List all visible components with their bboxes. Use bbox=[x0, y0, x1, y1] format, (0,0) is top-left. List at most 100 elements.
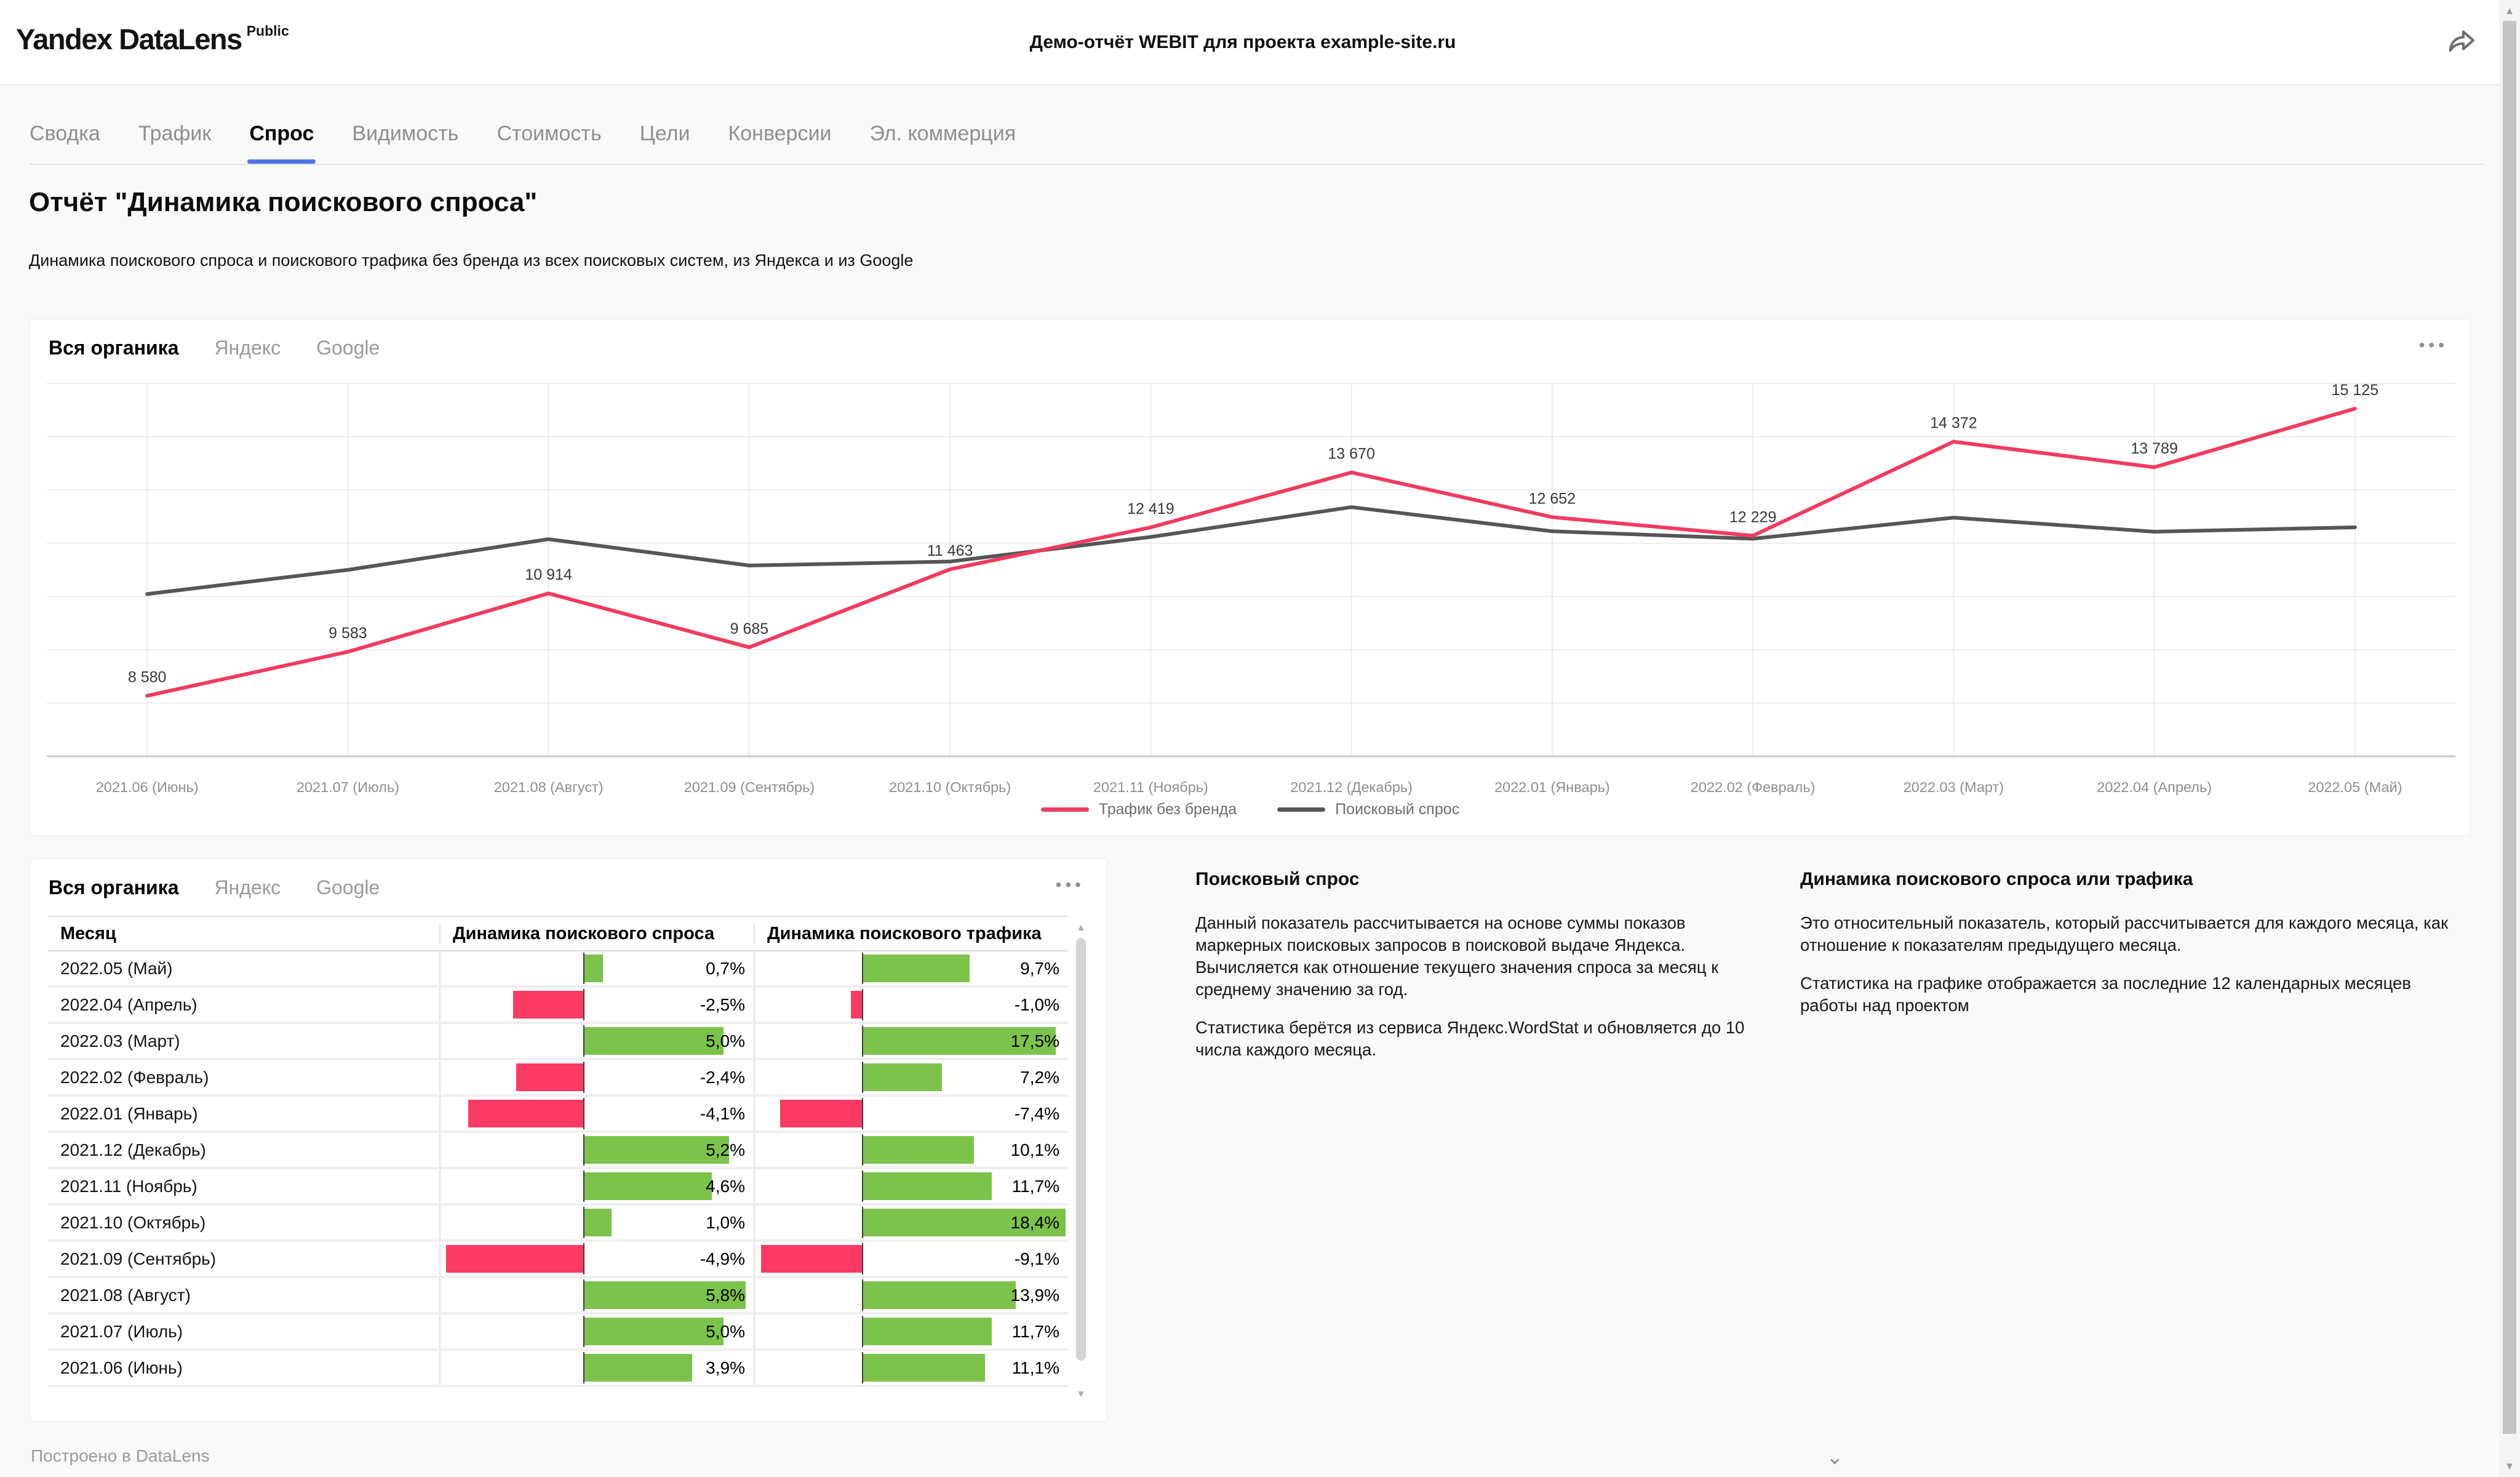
svg-text:2022.02 (Февраль): 2022.02 (Февраль) bbox=[1691, 779, 1816, 795]
month-cell: 2021.10 (Октябрь) bbox=[60, 1212, 206, 1232]
positive-bar bbox=[583, 1281, 746, 1309]
percent-value: 9,7% bbox=[1020, 958, 1059, 978]
traffic-dynamics-cell: 11,7% bbox=[754, 1169, 1068, 1203]
svg-text:10 914: 10 914 bbox=[525, 566, 572, 583]
nav-tab-2[interactable]: Спрос bbox=[247, 122, 316, 164]
table-scrollbar[interactable] bbox=[1076, 938, 1086, 1361]
scroll-up-icon[interactable]: ▲ bbox=[2504, 5, 2515, 17]
demand-dynamics-cell: 5,8% bbox=[439, 1278, 754, 1312]
month-cell: 2022.03 (Март) bbox=[60, 1031, 180, 1051]
nav-tab-6[interactable]: Конверсии bbox=[728, 122, 832, 145]
zero-baseline bbox=[583, 1243, 584, 1275]
table-source-tab-2[interactable]: Google bbox=[316, 876, 380, 899]
column-header-1[interactable]: Динамика поискового спроса bbox=[439, 923, 754, 944]
demand-dynamics-cell: 5,0% bbox=[439, 1024, 754, 1058]
positive-bar bbox=[583, 1318, 724, 1345]
zero-baseline bbox=[862, 1134, 863, 1166]
app-header: Yandex DataLens Public Демо-отчёт WEBIT д… bbox=[0, 0, 2520, 86]
chart-source-tab-0[interactable]: Вся органика bbox=[49, 337, 179, 359]
page-scrollbar[interactable]: ▲ ▼ bbox=[2499, 0, 2520, 1477]
demand-dynamics-cell: 1,0% bbox=[439, 1206, 754, 1239]
table-card: Вся органика Яндекс Google ••• Месяц Динами… bbox=[30, 859, 1107, 1422]
zero-baseline bbox=[583, 1098, 584, 1129]
svg-text:2021.08 (Август): 2021.08 (Август) bbox=[494, 779, 604, 795]
info-paragraph: Статистика берётся из сервиса Яндекс.Wor… bbox=[1195, 1018, 1745, 1059]
zero-baseline bbox=[583, 1352, 584, 1383]
nav-tab-7[interactable]: Эл. коммерция bbox=[869, 122, 1016, 145]
nav-tab-0[interactable]: Сводка bbox=[30, 122, 100, 145]
table-row[interactable]: 2021.07 (Июль) 5,0% 11,7% bbox=[48, 1315, 1068, 1351]
zero-baseline bbox=[583, 1279, 584, 1311]
table-source-tab-0[interactable]: Вся органика bbox=[49, 876, 179, 899]
ellipsis-icon[interactable]: ••• bbox=[1055, 875, 1085, 894]
zero-baseline bbox=[862, 989, 863, 1020]
table-row[interactable]: 2022.02 (Февраль) -2,4% 7,2% bbox=[48, 1060, 1068, 1097]
table-row[interactable]: 2021.11 (Ноябрь) 4,6% 11,7% bbox=[48, 1169, 1068, 1206]
zero-baseline bbox=[583, 1207, 584, 1238]
positive-bar bbox=[862, 955, 970, 982]
svg-text:9 685: 9 685 bbox=[730, 620, 769, 638]
report-tabs: Сводка Трафик Спрос Видимость Стоимость Цели К… bbox=[30, 122, 1016, 164]
chart-source-tab-1[interactable]: Яндекс bbox=[214, 337, 281, 359]
percent-value: 11,7% bbox=[1011, 1176, 1059, 1196]
chart-source-tab-2[interactable]: Google bbox=[316, 337, 380, 359]
legend-item-0[interactable]: Трафик без бренда bbox=[1040, 801, 1237, 819]
built-in-datalens-label: Построено в DataLens bbox=[31, 1446, 210, 1465]
negative-bar bbox=[761, 1245, 862, 1273]
nav-tab-5[interactable]: Цели bbox=[639, 122, 690, 145]
svg-text:2021.09 (Сентябрь): 2021.09 (Сентябрь) bbox=[684, 779, 815, 795]
svg-text:2022.04 (Апрель): 2022.04 (Апрель) bbox=[2097, 779, 2212, 795]
nav-tab-3[interactable]: Видимость bbox=[352, 122, 459, 145]
share-icon[interactable] bbox=[2444, 23, 2479, 59]
table-row[interactable]: 2021.10 (Октябрь) 1,0% 18,4% bbox=[48, 1206, 1068, 1242]
table-scroll-up-icon[interactable]: ▲ bbox=[1076, 923, 1086, 933]
table-row[interactable]: 2022.01 (Январь) -4,1% -7,4% bbox=[48, 1097, 1068, 1133]
positive-bar bbox=[583, 1209, 612, 1236]
percent-value: -7,4% bbox=[1014, 1103, 1059, 1123]
svg-text:2021.12 (Декабрь): 2021.12 (Декабрь) bbox=[1290, 779, 1413, 795]
chart-legend: Трафик без бренда Поисковый спрос bbox=[30, 801, 2470, 819]
zero-baseline bbox=[862, 1352, 863, 1383]
percent-value: 18,4% bbox=[1010, 1212, 1059, 1232]
nav-tab-4[interactable]: Стоимость bbox=[496, 122, 602, 145]
table-row[interactable]: 2022.05 (Май) 0,7% 9,7% bbox=[48, 951, 1068, 988]
table-source-tabs: Вся органика Яндекс Google bbox=[49, 876, 380, 899]
percent-value: 3,9% bbox=[706, 1358, 745, 1377]
public-badge: Public bbox=[246, 23, 289, 39]
percent-value: -4,9% bbox=[700, 1249, 745, 1268]
traffic-dynamics-cell: 7,2% bbox=[754, 1060, 1068, 1094]
scroll-down-icon[interactable]: ▼ bbox=[2504, 1460, 2515, 1472]
zero-baseline bbox=[583, 1171, 584, 1202]
percent-value: 5,0% bbox=[706, 1321, 745, 1341]
traffic-dynamics-cell: 11,7% bbox=[754, 1315, 1068, 1348]
table-row[interactable]: 2021.06 (Июнь) 3,9% 11,1% bbox=[48, 1351, 1068, 1387]
table-row[interactable]: 2021.08 (Август) 5,8% 13,9% bbox=[48, 1278, 1068, 1315]
column-header-0[interactable]: Месяц bbox=[60, 923, 116, 943]
scrollbar-thumb[interactable] bbox=[2503, 21, 2516, 1434]
ellipsis-icon[interactable]: ••• bbox=[2418, 335, 2448, 354]
table-source-tab-1[interactable]: Яндекс bbox=[214, 876, 281, 899]
zero-baseline bbox=[862, 1243, 863, 1275]
positive-bar bbox=[862, 1354, 985, 1382]
chart-card: Вся органика Яндекс Google ••• 8 580 9 583 1… bbox=[30, 319, 2471, 836]
percent-value: -4,1% bbox=[700, 1103, 745, 1123]
percent-value: -1,0% bbox=[1014, 995, 1059, 1014]
negative-bar bbox=[851, 991, 862, 1019]
table-row[interactable]: 2021.09 (Сентябрь) -4,9% -9,1% bbox=[48, 1242, 1068, 1278]
table-row[interactable]: 2021.12 (Декабрь) 5,2% 10,1% bbox=[48, 1133, 1068, 1169]
month-cell: 2021.06 (Июнь) bbox=[60, 1358, 183, 1377]
percent-value: 5,2% bbox=[706, 1140, 745, 1159]
traffic-dynamics-cell: -7,4% bbox=[754, 1097, 1068, 1131]
table-scroll-down-icon[interactable]: ▼ bbox=[1076, 1389, 1086, 1399]
column-header-2[interactable]: Динамика поискового трафика bbox=[754, 923, 1068, 944]
month-cell: 2022.02 (Февраль) bbox=[60, 1067, 209, 1087]
nav-tab-1[interactable]: Трафик bbox=[138, 122, 212, 145]
percent-value: 11,1% bbox=[1011, 1358, 1059, 1377]
tabs-divider bbox=[30, 164, 2484, 165]
table-row[interactable]: 2022.04 (Апрель) -2,5% -1,0% bbox=[48, 988, 1068, 1024]
table-row[interactable]: 2022.03 (Март) 5,0% 17,5% bbox=[48, 1024, 1068, 1060]
month-cell: 2021.09 (Сентябрь) bbox=[60, 1249, 217, 1268]
svg-text:12 419: 12 419 bbox=[1127, 500, 1174, 518]
legend-item-1[interactable]: Поисковый спрос bbox=[1277, 801, 1459, 819]
chevron-down-icon[interactable]: ⌄ bbox=[1826, 1446, 1844, 1469]
